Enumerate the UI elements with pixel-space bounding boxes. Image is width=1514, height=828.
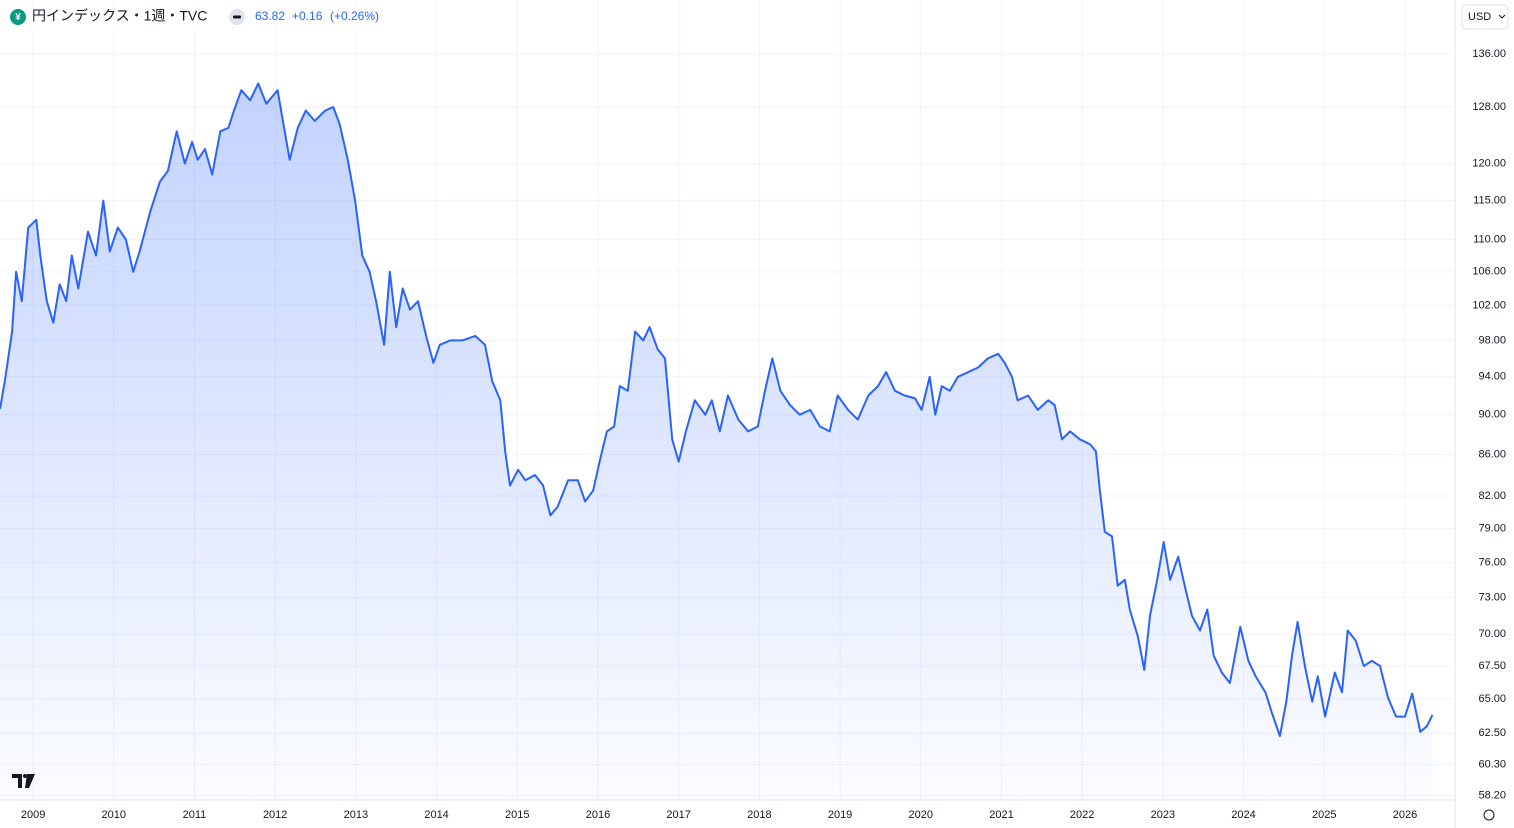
area bbox=[0, 83, 1433, 800]
x-tick-label: 2021 bbox=[989, 809, 1013, 821]
x-tick-label: 2013 bbox=[344, 809, 368, 821]
y-tick-label: 128.00 bbox=[1472, 101, 1506, 113]
y-tick-label: 62.50 bbox=[1478, 727, 1506, 739]
x-tick-label: 2024 bbox=[1231, 809, 1255, 821]
y-tick-label: 94.00 bbox=[1478, 371, 1506, 383]
y-tick-label: 102.00 bbox=[1472, 299, 1506, 311]
x-tick-label: 2014 bbox=[424, 809, 448, 821]
change: +0.16 bbox=[292, 9, 323, 23]
x-tick-label: 2022 bbox=[1070, 809, 1094, 821]
tv-logo bbox=[12, 774, 35, 788]
yen-glyph: ¥ bbox=[15, 12, 21, 23]
x-tick-label: 2009 bbox=[21, 809, 45, 821]
y-tick-label: 86.00 bbox=[1478, 448, 1506, 460]
y-tick-label: 76.00 bbox=[1478, 556, 1506, 568]
y-tick-label: 79.00 bbox=[1478, 523, 1506, 535]
last-price: 63.82 bbox=[255, 9, 285, 23]
x-tick-label: 2010 bbox=[102, 809, 126, 821]
change-pct: (+0.26%) bbox=[330, 9, 379, 23]
x-tick-label: 2012 bbox=[263, 809, 287, 821]
x-tick-label: 2015 bbox=[505, 809, 529, 821]
currency-button[interactable] bbox=[1461, 4, 1509, 30]
x-tick-label: 2019 bbox=[828, 809, 852, 821]
logo-dot bbox=[23, 774, 27, 778]
x-tick-label: 2020 bbox=[909, 809, 933, 821]
x-tick-label: 2023 bbox=[1151, 809, 1175, 821]
x-tick-label: 2011 bbox=[183, 809, 207, 821]
y-tick-label: 60.30 bbox=[1478, 758, 1506, 770]
symbol-icon bbox=[10, 9, 26, 25]
x-tick-label: 2025 bbox=[1312, 809, 1336, 821]
plot bbox=[0, 82, 1434, 800]
status-dash bbox=[233, 15, 241, 19]
symbol-title: 円インデックス・1週・TVC bbox=[32, 8, 207, 24]
y-tick-label: 73.00 bbox=[1478, 591, 1506, 603]
y-tick-label: 115.00 bbox=[1473, 195, 1506, 207]
y-tick-label: 58.20 bbox=[1478, 789, 1506, 801]
price-line bbox=[0, 82, 1434, 737]
logo-shape bbox=[12, 774, 35, 788]
legend-bg bbox=[0, 4, 400, 30]
y-tick-label: 120.00 bbox=[1472, 157, 1506, 169]
y-tick-label: 110.00 bbox=[1473, 233, 1506, 245]
settings-icon[interactable] bbox=[1483, 809, 1495, 821]
currency[interactable]: USD bbox=[1468, 11, 1491, 23]
y-tick-label: 82.00 bbox=[1478, 490, 1506, 502]
x-tick-label: 2016 bbox=[586, 809, 610, 821]
y-tick-label: 70.00 bbox=[1478, 628, 1506, 640]
y-tick-label: 106.00 bbox=[1472, 266, 1506, 278]
y-tick-label: 136.00 bbox=[1472, 48, 1506, 60]
x-tick-label: 2018 bbox=[747, 809, 771, 821]
y-tick-label: 98.00 bbox=[1478, 334, 1506, 346]
currency-chevron[interactable] bbox=[1498, 14, 1506, 19]
y-tick-label: 67.50 bbox=[1478, 660, 1506, 672]
x-tick-label: 2017 bbox=[666, 809, 690, 821]
x-tick-label: 2026 bbox=[1393, 809, 1417, 821]
y-tick-label: 90.00 bbox=[1478, 409, 1506, 421]
y-tick-label: 65.00 bbox=[1478, 693, 1506, 705]
